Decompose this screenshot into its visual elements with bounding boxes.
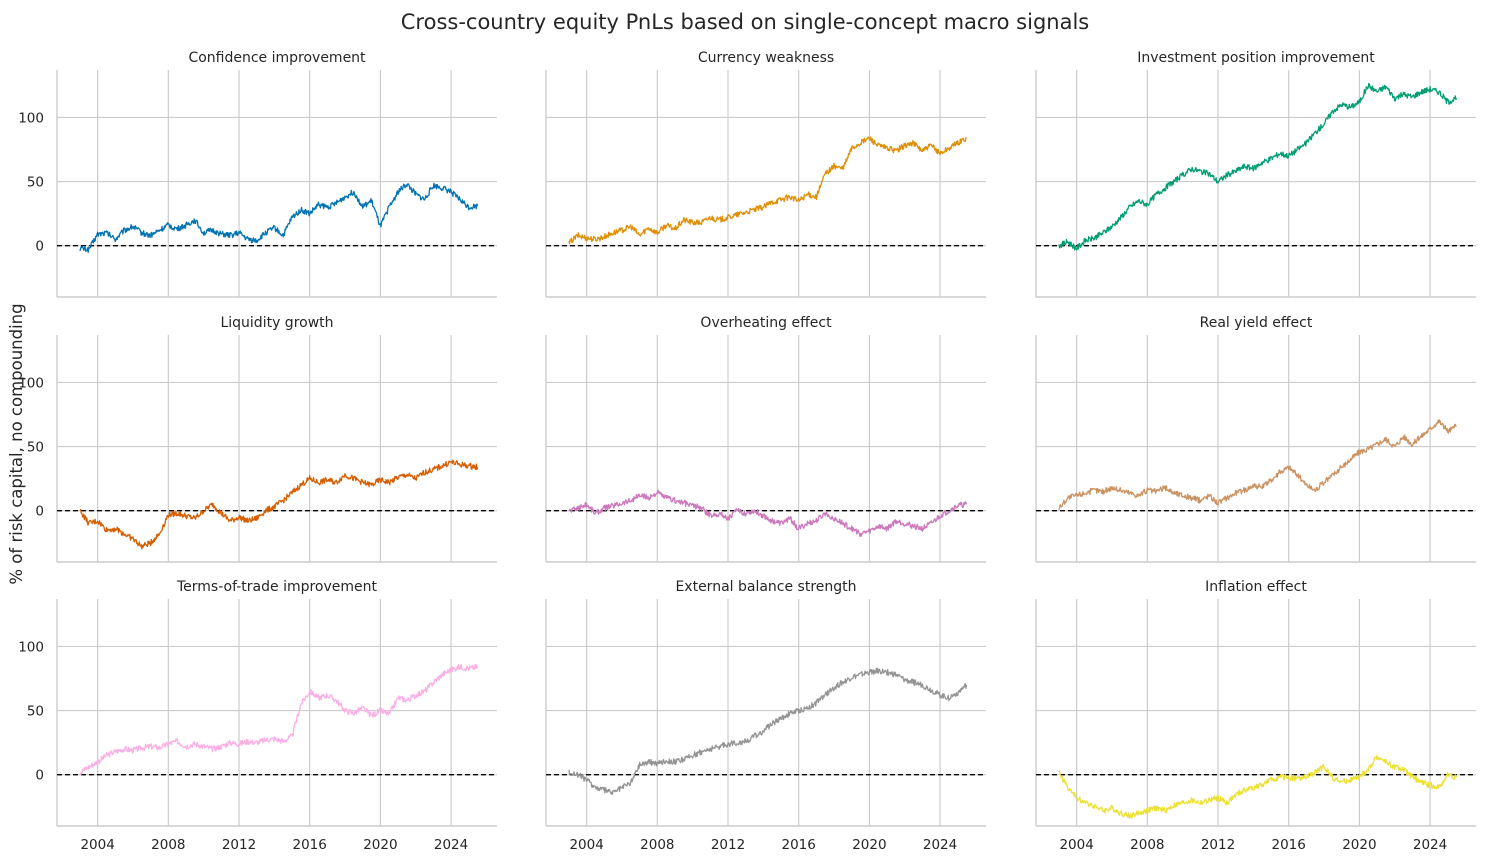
- x-tick-label: 2016: [782, 837, 816, 853]
- x-tick-label: 2024: [1413, 837, 1447, 853]
- panel-title: External balance strength: [675, 579, 856, 595]
- panel-title: Currency weakness: [698, 50, 834, 66]
- panel-7: Terms-of-trade improvement 0 50 100 2004 2008…: [18, 579, 497, 853]
- series-line: [568, 667, 968, 795]
- y-tick-label: 100: [18, 375, 44, 391]
- x-tick-label: 2012: [711, 837, 745, 853]
- y-tick-label: 0: [35, 504, 44, 520]
- series-line: [568, 136, 967, 245]
- x-tick-label: 2020: [363, 837, 397, 853]
- x-tick-label: 2020: [1342, 837, 1376, 853]
- x-tick-label: 2008: [151, 837, 185, 853]
- panel-1: Confidence improvement 0 50 100: [18, 50, 497, 298]
- x-tick-label: 2004: [569, 837, 603, 853]
- panel-title: Overheating effect: [700, 315, 832, 331]
- panel-4: Liquidity growth 0 50 100: [18, 315, 497, 563]
- panel-title: Terms-of-trade improvement: [176, 579, 378, 595]
- panel-title: Inflation effect: [1205, 579, 1307, 595]
- x-tick-label: 2008: [1130, 837, 1164, 853]
- panel-title: Investment position improvement: [1137, 50, 1375, 66]
- x-tick-label: 2016: [293, 837, 327, 853]
- y-tick-label: 50: [27, 440, 44, 456]
- panel-5: Overheating effect: [545, 315, 986, 563]
- series-line: [1058, 82, 1458, 251]
- series-line: [568, 489, 968, 537]
- panel-title: Confidence improvement: [188, 50, 366, 66]
- x-tick-label: 2004: [80, 837, 114, 853]
- y-tick-label: 100: [18, 639, 44, 655]
- series-line: [79, 182, 479, 253]
- x-tick-label: 2024: [434, 837, 468, 853]
- x-tick-label: 2016: [1272, 837, 1306, 853]
- panel-3: Investment position improvement: [1035, 50, 1476, 298]
- x-tick-label: 2004: [1059, 837, 1093, 853]
- panel-title: Real yield effect: [1200, 315, 1313, 331]
- y-tick-label: 0: [35, 239, 44, 255]
- panel-9: Inflation effect 2004 2008 2012 2016 2020 2024: [1035, 579, 1476, 853]
- series-line: [1058, 754, 1458, 819]
- series-line: [1058, 419, 1457, 510]
- x-tick-label: 2012: [1201, 837, 1235, 853]
- panel-2: Currency weakness: [545, 50, 986, 298]
- y-axis-label: % of risk capital, no compounding: [7, 303, 26, 584]
- panel-8: External balance strength 2004 2008 2012 201…: [545, 579, 986, 853]
- panel-6: Real yield effect: [1035, 315, 1476, 563]
- y-tick-label: 0: [35, 768, 44, 784]
- y-tick-label: 50: [27, 704, 44, 720]
- figure-title: Cross-country equity PnLs based on singl…: [401, 10, 1089, 34]
- y-tick-label: 100: [18, 110, 44, 126]
- y-tick-label: 50: [27, 175, 44, 191]
- x-tick-label: 2012: [222, 837, 256, 853]
- x-tick-label: 2024: [923, 837, 957, 853]
- series-line: [79, 459, 479, 550]
- x-tick-label: 2008: [640, 837, 674, 853]
- panel-title: Liquidity growth: [220, 315, 333, 331]
- series-line: [79, 663, 479, 775]
- x-tick-label: 2020: [852, 837, 886, 853]
- panel-grid: Confidence improvement 0 50 100 Currency wea…: [18, 50, 1476, 853]
